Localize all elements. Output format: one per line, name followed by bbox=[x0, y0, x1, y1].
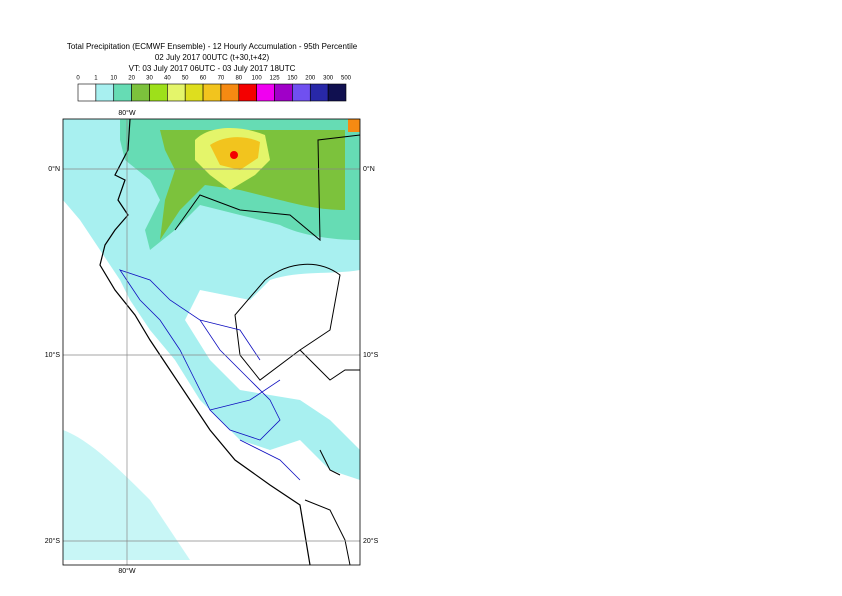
precip-corner bbox=[348, 119, 360, 132]
legend-swatch bbox=[113, 83, 132, 102]
map-frame bbox=[62, 118, 361, 566]
legend-label: 40 bbox=[164, 76, 171, 82]
legend-swatch bbox=[167, 83, 186, 102]
legend-label: 30 bbox=[146, 76, 153, 82]
legend-label: 10 bbox=[110, 76, 117, 82]
legend-label: 125 bbox=[270, 76, 281, 82]
coastline bbox=[99, 118, 311, 566]
lat-label: 10°S bbox=[363, 351, 379, 359]
lat-label: 0°N bbox=[363, 165, 375, 173]
legend-label: 100 bbox=[252, 76, 263, 82]
legend-swatch bbox=[95, 83, 115, 102]
title-line: Total Precipitation (ECMWF Ensemble) - 1… bbox=[67, 42, 358, 51]
legend-label: 20 bbox=[128, 76, 135, 82]
borders bbox=[174, 134, 361, 566]
legend-label: 150 bbox=[287, 76, 298, 82]
precip-max bbox=[230, 151, 238, 159]
legend-swatch bbox=[309, 83, 329, 102]
precip-ocean bbox=[63, 430, 190, 560]
legend-label: 500 bbox=[341, 76, 352, 82]
legend-swatch bbox=[149, 83, 168, 102]
legend-swatch bbox=[77, 83, 97, 102]
legend-swatch bbox=[220, 83, 240, 102]
lat-label: 20°S bbox=[45, 537, 61, 545]
graticule bbox=[63, 119, 360, 565]
legend-swatch bbox=[256, 83, 275, 102]
legend-label: 0 bbox=[76, 76, 80, 82]
legend-swatch bbox=[327, 83, 347, 102]
title-line: VT: 03 July 2017 06UTC - 03 July 2017 18… bbox=[129, 64, 296, 73]
map bbox=[62, 118, 361, 566]
legend-label: 1 bbox=[94, 76, 98, 82]
title-line: 02 July 2017 00UTC (t+30,t+42) bbox=[155, 53, 270, 62]
legend-label: 60 bbox=[200, 76, 207, 82]
lon-label: 80°W bbox=[118, 567, 136, 575]
lon-label: 80°W bbox=[118, 109, 136, 117]
lat-label: 0°N bbox=[48, 165, 60, 173]
lat-label: 20°S bbox=[363, 537, 379, 545]
legend-swatch bbox=[184, 83, 204, 102]
legend-swatch bbox=[292, 83, 311, 102]
legend-label: 80 bbox=[235, 76, 242, 82]
legend-label: 50 bbox=[182, 76, 189, 82]
legend-label: 70 bbox=[218, 76, 225, 82]
legend-swatch bbox=[274, 83, 293, 102]
legend-swatch bbox=[238, 83, 257, 102]
lat-label: 10°S bbox=[45, 351, 61, 359]
legend-label: 200 bbox=[305, 76, 316, 82]
legend-swatch bbox=[202, 83, 222, 102]
regions bbox=[119, 269, 301, 481]
legend-swatch bbox=[131, 83, 150, 102]
legend-label: 300 bbox=[323, 76, 334, 82]
